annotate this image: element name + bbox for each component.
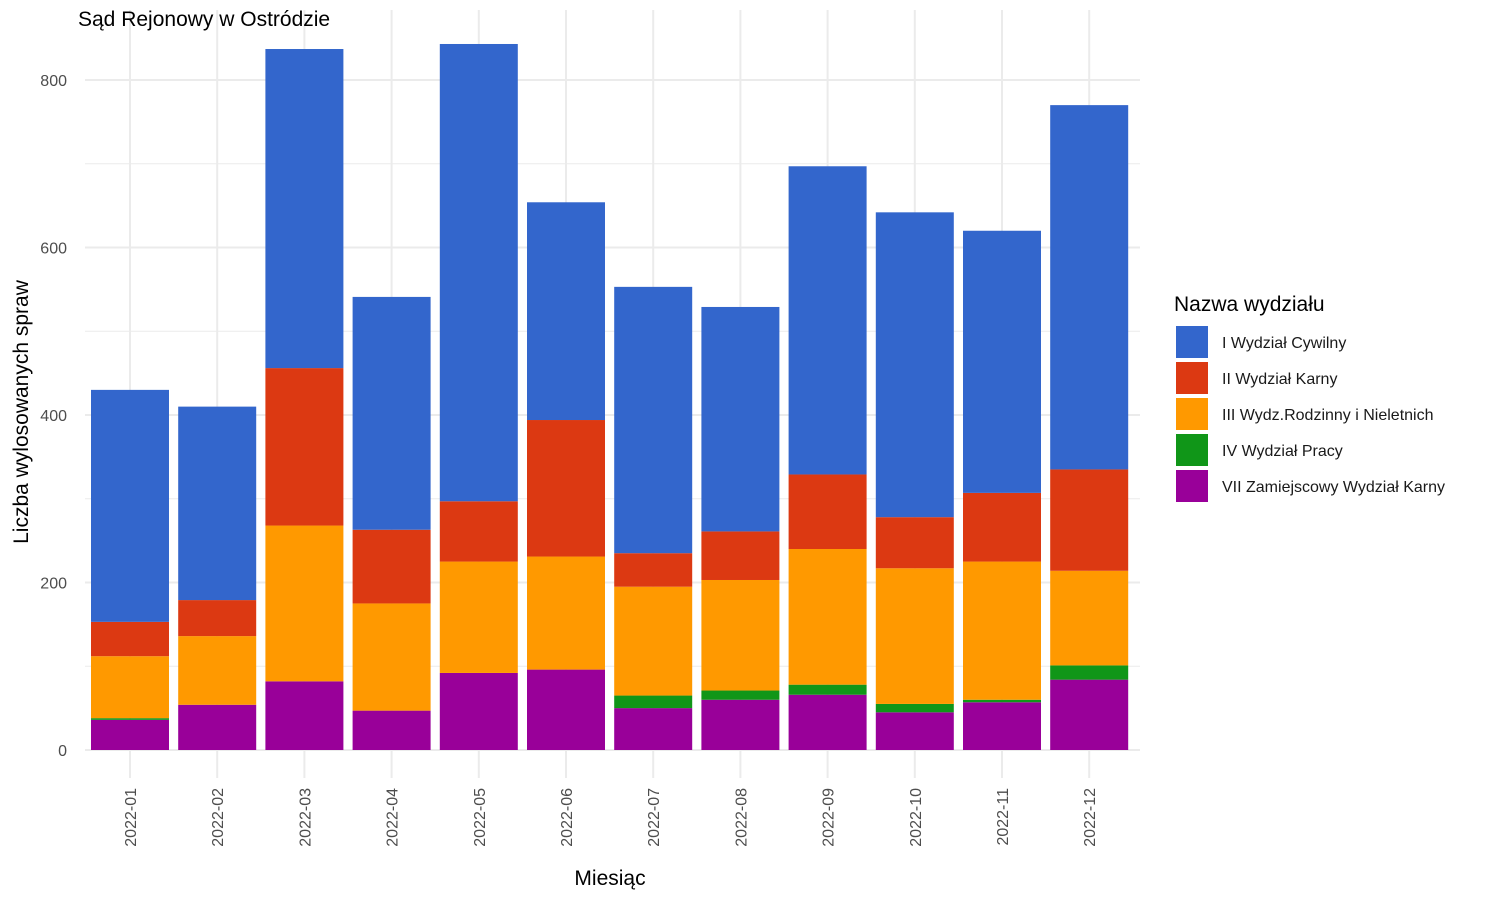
bar-segment: [701, 306, 780, 532]
bar-segment: [265, 49, 344, 369]
bar-segment: [614, 586, 693, 696]
legend-label: IV Wydział Pracy: [1222, 443, 1343, 460]
y-tick-label: 400: [40, 408, 67, 425]
bar-segment: [527, 669, 605, 750]
bar-segment: [1050, 469, 1129, 571]
y-axis-ticks: 0 200 400 600 800: [40, 73, 67, 760]
y-axis-title: Liczba wylosowanych spraw: [10, 279, 33, 544]
bar-segment: [527, 420, 605, 557]
y-tick-label: 0: [58, 743, 67, 760]
bar-segment: [1050, 679, 1129, 750]
bar-segment: [178, 600, 257, 637]
x-tick-label: 2022-12: [1082, 788, 1099, 847]
bar-segment: [788, 474, 867, 549]
bar-segment: [91, 621, 169, 657]
x-axis-ticks: 2022-01 2022-02 2022-03 2022-04 2022-05 2022-…: [123, 788, 1099, 847]
y-tick-label: 600: [40, 241, 67, 258]
bar-segment: [788, 166, 867, 475]
bar-segment: [352, 296, 431, 530]
y-tick-label: 200: [40, 576, 67, 593]
bar-segment: [91, 656, 169, 719]
bar-segment: [178, 636, 257, 705]
x-tick-label: 2022-07: [646, 788, 663, 847]
bar-segment: [439, 501, 518, 562]
chart-title: Sąd Rejonowy w Ostródzie: [78, 8, 330, 31]
bar-segment: [788, 694, 867, 750]
bar-segment: [963, 561, 1041, 700]
bar-segment: [352, 529, 431, 604]
x-tick-label: 2022-09: [821, 788, 838, 847]
bar-segment: [439, 43, 518, 502]
bar-segment: [527, 556, 605, 670]
bar-segment: [1050, 570, 1129, 666]
legend-swatch: [1176, 398, 1208, 430]
x-tick-label: 2022-03: [297, 788, 314, 847]
bar-segment: [527, 202, 605, 421]
legend-swatch: [1176, 326, 1208, 358]
bar-segment: [614, 553, 693, 587]
legend-title: Nazwa wydziału: [1174, 293, 1325, 316]
bar-segment: [701, 579, 780, 691]
legend-swatch: [1176, 470, 1208, 502]
bar-segment: [875, 212, 954, 518]
bar-segment: [265, 681, 344, 750]
bar-segment: [614, 695, 693, 709]
legend-label: VII Zamiejscowy Wydział Karny: [1222, 479, 1445, 496]
x-tick-label: 2022-11: [995, 788, 1012, 846]
legend: Nazwa wydziału I Wydział Cywilny II Wydzi…: [1174, 293, 1445, 502]
x-tick-label: 2022-08: [733, 788, 750, 847]
bar-segment: [875, 703, 954, 713]
x-tick-label: 2022-04: [385, 788, 402, 847]
bar-segment: [963, 230, 1041, 493]
bar-segment: [265, 368, 344, 526]
bar-segment: [788, 549, 867, 685]
bar-segment: [788, 684, 867, 695]
legend-label: II Wydział Karny: [1222, 371, 1337, 388]
bar-segment: [963, 492, 1041, 562]
bar-segment: [701, 531, 780, 580]
legend-label: III Wydz.Rodzinny i Nieletnich: [1222, 407, 1434, 424]
bar-segment: [91, 389, 169, 622]
bar-segment: [614, 708, 693, 750]
bar-segment: [701, 690, 780, 700]
legend-swatch: [1176, 434, 1208, 466]
bar-segment: [91, 718, 169, 720]
legend-swatch: [1176, 362, 1208, 394]
bar-segment: [701, 699, 780, 750]
bar-segment: [1050, 105, 1129, 470]
bar-segment: [265, 525, 344, 682]
bar-segment: [1050, 665, 1129, 680]
bars: [91, 43, 1129, 750]
legend-label: I Wydział Cywilny: [1222, 335, 1346, 352]
x-tick-label: 2022-05: [472, 788, 489, 847]
bar-segment: [91, 719, 169, 750]
y-tick-label: 800: [40, 73, 67, 90]
x-tick-label: 2022-01: [123, 788, 140, 847]
bar-segment: [875, 517, 954, 569]
bar-segment: [963, 699, 1041, 703]
bar-segment: [178, 704, 257, 750]
bar-segment: [963, 702, 1041, 750]
bar-segment: [439, 672, 518, 750]
bar-segment: [614, 286, 693, 554]
x-axis-title: Miesiąc: [574, 867, 645, 890]
bar-segment: [875, 568, 954, 704]
x-tick-label: 2022-10: [908, 788, 925, 847]
bar-segment: [439, 561, 518, 673]
bar-segment: [178, 406, 257, 601]
bar-segment: [352, 603, 431, 711]
x-tick-label: 2022-02: [210, 788, 227, 847]
x-tick-label: 2022-06: [559, 788, 576, 847]
bar-segment: [875, 712, 954, 750]
bar-segment: [352, 710, 431, 750]
legend-items: I Wydział Cywilny II Wydział Karny III Wyd…: [1176, 326, 1445, 502]
